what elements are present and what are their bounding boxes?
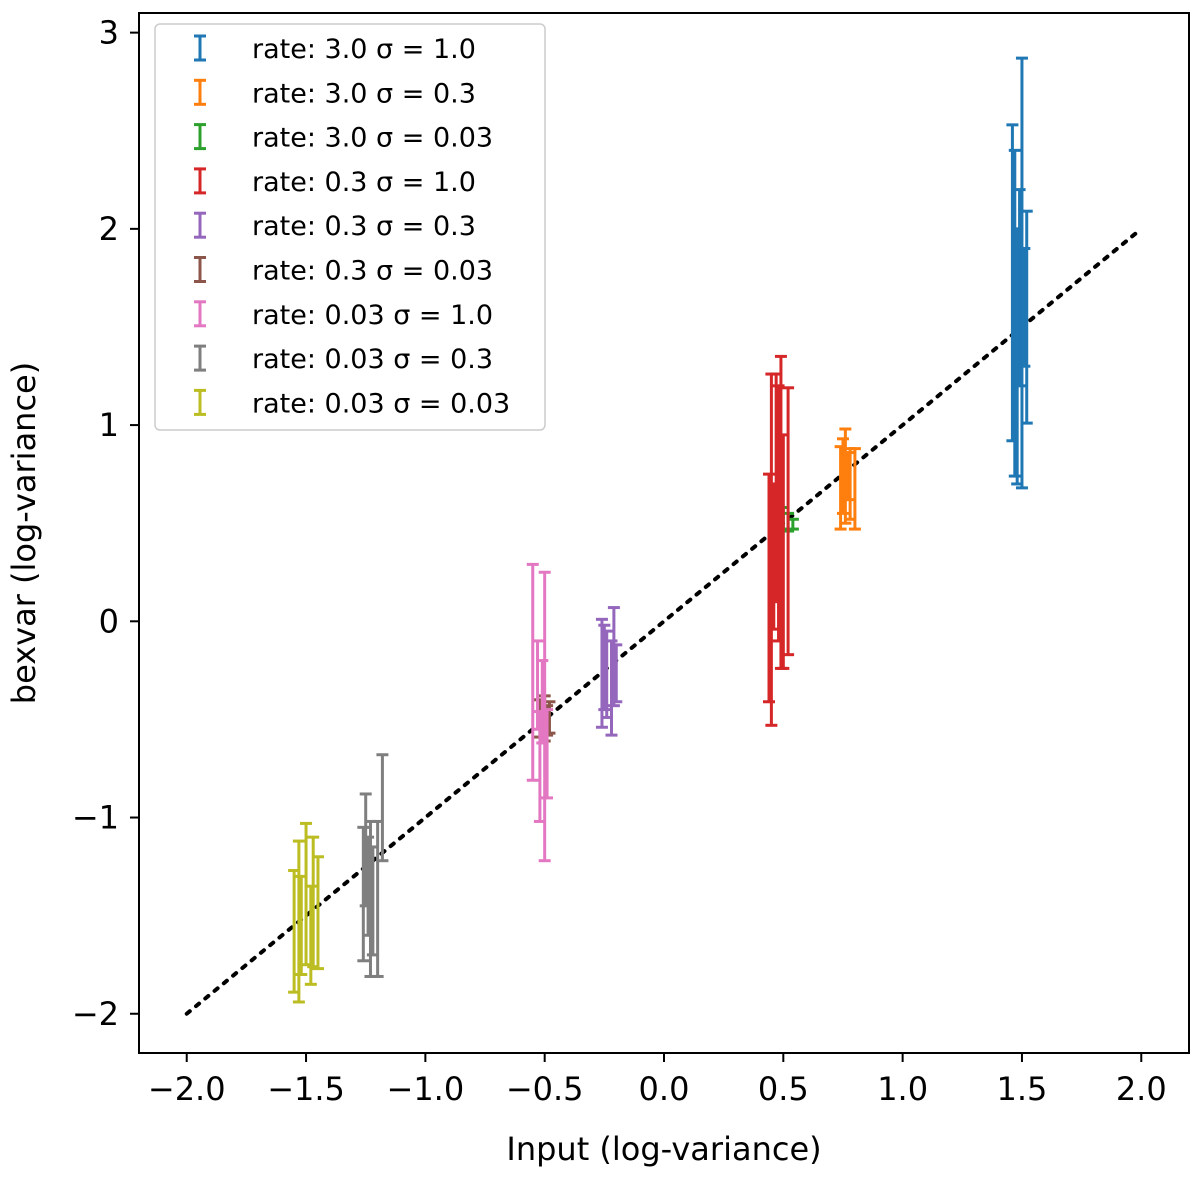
reference-line-layer [184, 226, 1144, 1016]
x-tick-label: −2.0 [148, 1070, 226, 1108]
legend-entry: rate: 0.3 σ = 0.03 [194, 256, 493, 287]
x-tick-label: 0.0 [639, 1070, 690, 1108]
x-axis-label: Input (log-variance) [506, 1130, 821, 1168]
x-tick-label: −1.5 [267, 1070, 345, 1108]
series-4 [595, 606, 623, 737]
errorbar-point [848, 447, 861, 531]
errorbar-point [1013, 188, 1026, 388]
errorbar-point [538, 570, 551, 863]
errorbar-point [1015, 56, 1028, 490]
errorbar-point [526, 562, 539, 782]
errorbar-point [610, 643, 623, 704]
legend-entry: rate: 3.0 σ = 0.3 [194, 78, 476, 109]
reference-line-y-equals-x [184, 226, 1144, 1016]
legend-label: rate: 3.0 σ = 1.0 [252, 34, 476, 65]
series-7 [357, 753, 389, 978]
legend-label: rate: 0.3 σ = 0.03 [252, 256, 493, 287]
legend-label: rate: 0.03 σ = 0.03 [252, 388, 510, 419]
legend-entry: rate: 0.03 σ = 0.03 [194, 388, 510, 419]
series-layer [288, 56, 1033, 1004]
legend: rate: 3.0 σ = 1.0 rate: 3.0 σ = 0.3 rate: … [154, 23, 546, 431]
legend-entry: rate: 3.0 σ = 0.03 [194, 123, 493, 154]
legend-entry: rate: 0.03 σ = 0.3 [194, 344, 493, 375]
errorbar-point [311, 855, 324, 971]
x-tick-label: 2.0 [1116, 1070, 1167, 1108]
series-1 [834, 427, 861, 531]
legend-entry: rate: 0.3 σ = 1.0 [194, 167, 476, 198]
errorbar-point [782, 386, 795, 657]
series-6 [526, 562, 554, 863]
legend-label: rate: 0.03 σ = 1.0 [252, 300, 493, 331]
legend-entry: rate: 3.0 σ = 1.0 [194, 34, 476, 65]
y-axis-ticks: −2 −1 0 1 2 3 [72, 14, 139, 1033]
legend-entry: rate: 0.03 σ = 1.0 [194, 300, 493, 331]
x-tick-label: 0.5 [758, 1070, 809, 1108]
errorbar-point [1008, 148, 1021, 478]
errorbar-point [1018, 246, 1031, 368]
series-8 [288, 821, 324, 1004]
errorbar-point [607, 606, 620, 708]
legend-label: rate: 3.0 σ = 0.3 [252, 78, 476, 109]
y-tick-label: 2 [99, 210, 119, 248]
errorbar-point [763, 472, 775, 704]
series-0 [1006, 56, 1033, 490]
legend-entry: rate: 0.3 σ = 0.3 [194, 211, 476, 242]
y-tick-label: 0 [99, 602, 119, 640]
errorbar-point [357, 825, 370, 963]
y-axis-label: bexvar (log-variance) [5, 362, 43, 704]
x-tick-label: −1.0 [387, 1070, 465, 1108]
errorbar-point [605, 639, 618, 737]
errorbar-point [839, 427, 852, 525]
legend-label: rate: 0.3 σ = 0.3 [252, 211, 476, 242]
errorbar-point [541, 708, 554, 800]
legend-label: rate: 0.3 σ = 1.0 [252, 167, 476, 198]
x-tick-label: −0.5 [506, 1070, 584, 1108]
y-tick-label: 3 [99, 14, 119, 52]
errorbar-point [598, 623, 611, 712]
x-axis-ticks: −2.0 −1.5 −1.0 −0.5 0.0 0.5 1.0 1.5 2.0 [148, 1053, 1167, 1108]
y-tick-label: −1 [72, 799, 119, 837]
errorbar-point [841, 451, 854, 502]
legend-label: rate: 0.03 σ = 0.3 [252, 344, 493, 375]
legend-label: rate: 3.0 σ = 0.03 [252, 123, 493, 154]
y-tick-label: −2 [72, 995, 119, 1033]
y-tick-label: 1 [99, 406, 119, 444]
x-tick-label: 1.0 [877, 1070, 928, 1108]
x-tick-label: 1.5 [997, 1070, 1048, 1108]
errorbar-point [376, 753, 389, 863]
series-3 [763, 354, 795, 727]
legend-box [154, 23, 546, 431]
errorbar-point [1020, 209, 1033, 425]
